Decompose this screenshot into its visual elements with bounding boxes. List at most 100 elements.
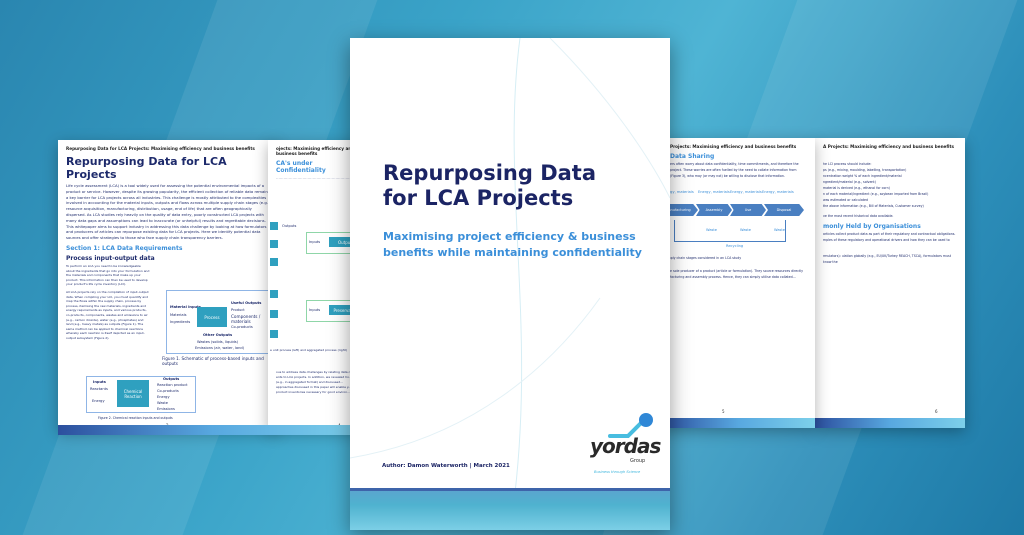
paragraph: ve the most recent historical data avail… <box>823 214 894 218</box>
page-band <box>815 418 965 428</box>
process-box: Chemical Reaction <box>117 380 149 407</box>
page-band <box>58 425 368 435</box>
author-line: Author: Damon Waterworth | March 2021 <box>382 463 510 469</box>
fig-label: Material Inputs <box>170 305 201 309</box>
fig-label: Co-products <box>157 389 179 393</box>
paragraph: To perform an LCA you need to be knowled… <box>66 263 150 287</box>
subsection-heading: Process input-output data <box>66 254 155 262</box>
fig-label: Energy, materials <box>730 190 762 194</box>
list-item: n of each material/ingredient (e.g., soy… <box>823 192 929 196</box>
section-heading: monly Held by Organisations <box>823 223 921 230</box>
fig-label: Co-products <box>231 325 253 329</box>
cover-subtitle-line: Maximising project efficiency & business <box>383 230 636 243</box>
fig-label: Outputs <box>282 224 297 228</box>
process-box <box>270 222 278 230</box>
paragraph: articles collect product data as part of… <box>823 232 956 242</box>
text-placeholder: ………………………………………………………………………………………………………… <box>276 175 368 180</box>
list-item: material is derived (e.g., ethanol for c… <box>823 186 890 190</box>
fig-label: Other Outputs <box>203 333 233 337</box>
figure-1: Material Inputs Materials Ingredients Pr… <box>166 290 274 354</box>
running-header: Repurposing Data for LCA Projects: Maxim… <box>66 146 255 151</box>
recycling-loop <box>674 220 786 242</box>
fig-label: Recycling <box>726 244 744 248</box>
paragraph: e sole producer of a product (article or… <box>670 269 804 279</box>
section-heading: Section 1: LCA Data Requirements <box>66 244 183 252</box>
list-item: was estimated or calculated <box>823 198 869 202</box>
stage-arrow: Manufacturing <box>662 204 698 216</box>
intro-paragraph: Life cycle assessment (LCA) is a tool wi… <box>66 183 270 241</box>
fig-label: Ingredients <box>170 320 191 324</box>
fig-label: Useful Outputs <box>231 301 262 305</box>
fig-label: Energy <box>92 399 105 403</box>
list-item: he LCI process should include: <box>823 162 872 166</box>
running-header: Projects: Maximising efficiency and busi… <box>670 144 797 149</box>
fig-label: Inputs <box>309 308 321 312</box>
fig-label: Waste <box>740 228 752 232</box>
list-item: ncentration weight % of each ingredient/… <box>823 174 902 178</box>
running-header: ojects: Maximising efficiency and busine… <box>276 146 355 156</box>
logo-tagline: Business through Science <box>594 470 641 474</box>
page-number: 5 <box>722 409 725 414</box>
process-box: Process <box>197 307 227 327</box>
list-item: the above information (e.g., Bill of Mat… <box>823 204 924 208</box>
fig-label: Materials <box>170 313 187 317</box>
fig-label: Emissions (air, water, land) <box>195 346 245 350</box>
cover-subtitle-line: benefits while maintaining confidentiali… <box>383 246 642 259</box>
fig-label: Energy <box>157 395 170 399</box>
page-number: 6 <box>935 409 938 414</box>
process-box <box>270 258 278 266</box>
fig-label: Energy, materials <box>698 190 730 194</box>
yordas-logo: yordas Group Business through Science <box>580 410 661 490</box>
running-header: A Projects: Maximising efficiency and bu… <box>823 144 954 149</box>
document-page-6: A Projects: Maximising efficiency and bu… <box>815 138 965 428</box>
fig-label: Waste <box>157 401 169 405</box>
fig-label: Emissions <box>157 407 175 411</box>
decorative-curves <box>350 38 670 530</box>
cover-footer-band <box>350 488 670 530</box>
section-heading: Data Sharing <box>670 153 715 160</box>
fig-label: Waste <box>706 228 718 232</box>
cover-title-line: Repurposing Data <box>383 161 597 185</box>
paragraph: ers often worry about data confidentiali… <box>670 162 799 178</box>
process-box <box>270 240 278 248</box>
figure-caption: Figure 1. Schematic of process-based inp… <box>162 356 264 366</box>
logo-molecule-icon <box>608 413 653 438</box>
fig-label: Energy, materials <box>662 190 694 194</box>
page-title: Repurposing Data for LCA Projects <box>66 155 227 181</box>
paragraph: rmulators): ulation globally (e.g., EU/U… <box>823 254 951 264</box>
fig-label: Waste <box>774 228 786 232</box>
fig-label: Inputs <box>309 240 321 244</box>
stage-arrow: Assembly <box>696 204 732 216</box>
document-page-2: Repurposing Data for LCA Projects: Maxim… <box>58 140 278 430</box>
logo-group: Group <box>630 458 646 464</box>
fig-label: Reactants <box>90 387 108 391</box>
list-item: ps (e.g., mixing, moulding, labelling, t… <box>823 168 907 172</box>
figure-2: Inputs Reactants Energy Chemical Reactio… <box>86 376 196 413</box>
fig-label: Reaction product <box>157 383 188 387</box>
process-box <box>270 330 278 338</box>
fig-label: Product <box>231 308 245 312</box>
logo-text: yordas <box>590 434 661 458</box>
fig-label: Components / materials <box>231 314 261 324</box>
document-page-5: Projects: Maximising efficiency and busi… <box>662 138 815 428</box>
figure-caption: Figure 2. Chemical reaction inputs and o… <box>98 416 173 420</box>
figure-caption: supply chain stages considered in an LCA… <box>665 256 742 260</box>
fig-label: Energy, materials <box>762 190 794 194</box>
process-box: Outputs <box>329 237 363 247</box>
paragraph: ous to address data challenges by relati… <box>276 370 360 394</box>
fig-label: Inputs <box>93 380 106 384</box>
figure-caption: e unit process (left) and aggregated pro… <box>270 348 347 352</box>
cover-title-line: for LCA Projects <box>383 186 574 210</box>
list-item: ngredient/material (e.g., solvent) <box>823 180 876 184</box>
stage-arrow: Use <box>730 204 766 216</box>
fig-label: Wastes (solids, liquids) <box>197 340 239 344</box>
stage-arrow: Disposal <box>764 204 804 216</box>
fig-label: Outputs <box>163 377 180 381</box>
section-heading: CA's under Confidentiality <box>276 160 326 174</box>
page-band <box>662 418 815 428</box>
process-box: Preservation <box>329 305 363 315</box>
process-box <box>270 290 278 298</box>
process-box <box>270 310 278 318</box>
cover-page: Repurposing Data for LCA Projects Maximi… <box>350 38 670 530</box>
paragraph: All LCA projects rely on the compilation… <box>66 289 149 340</box>
